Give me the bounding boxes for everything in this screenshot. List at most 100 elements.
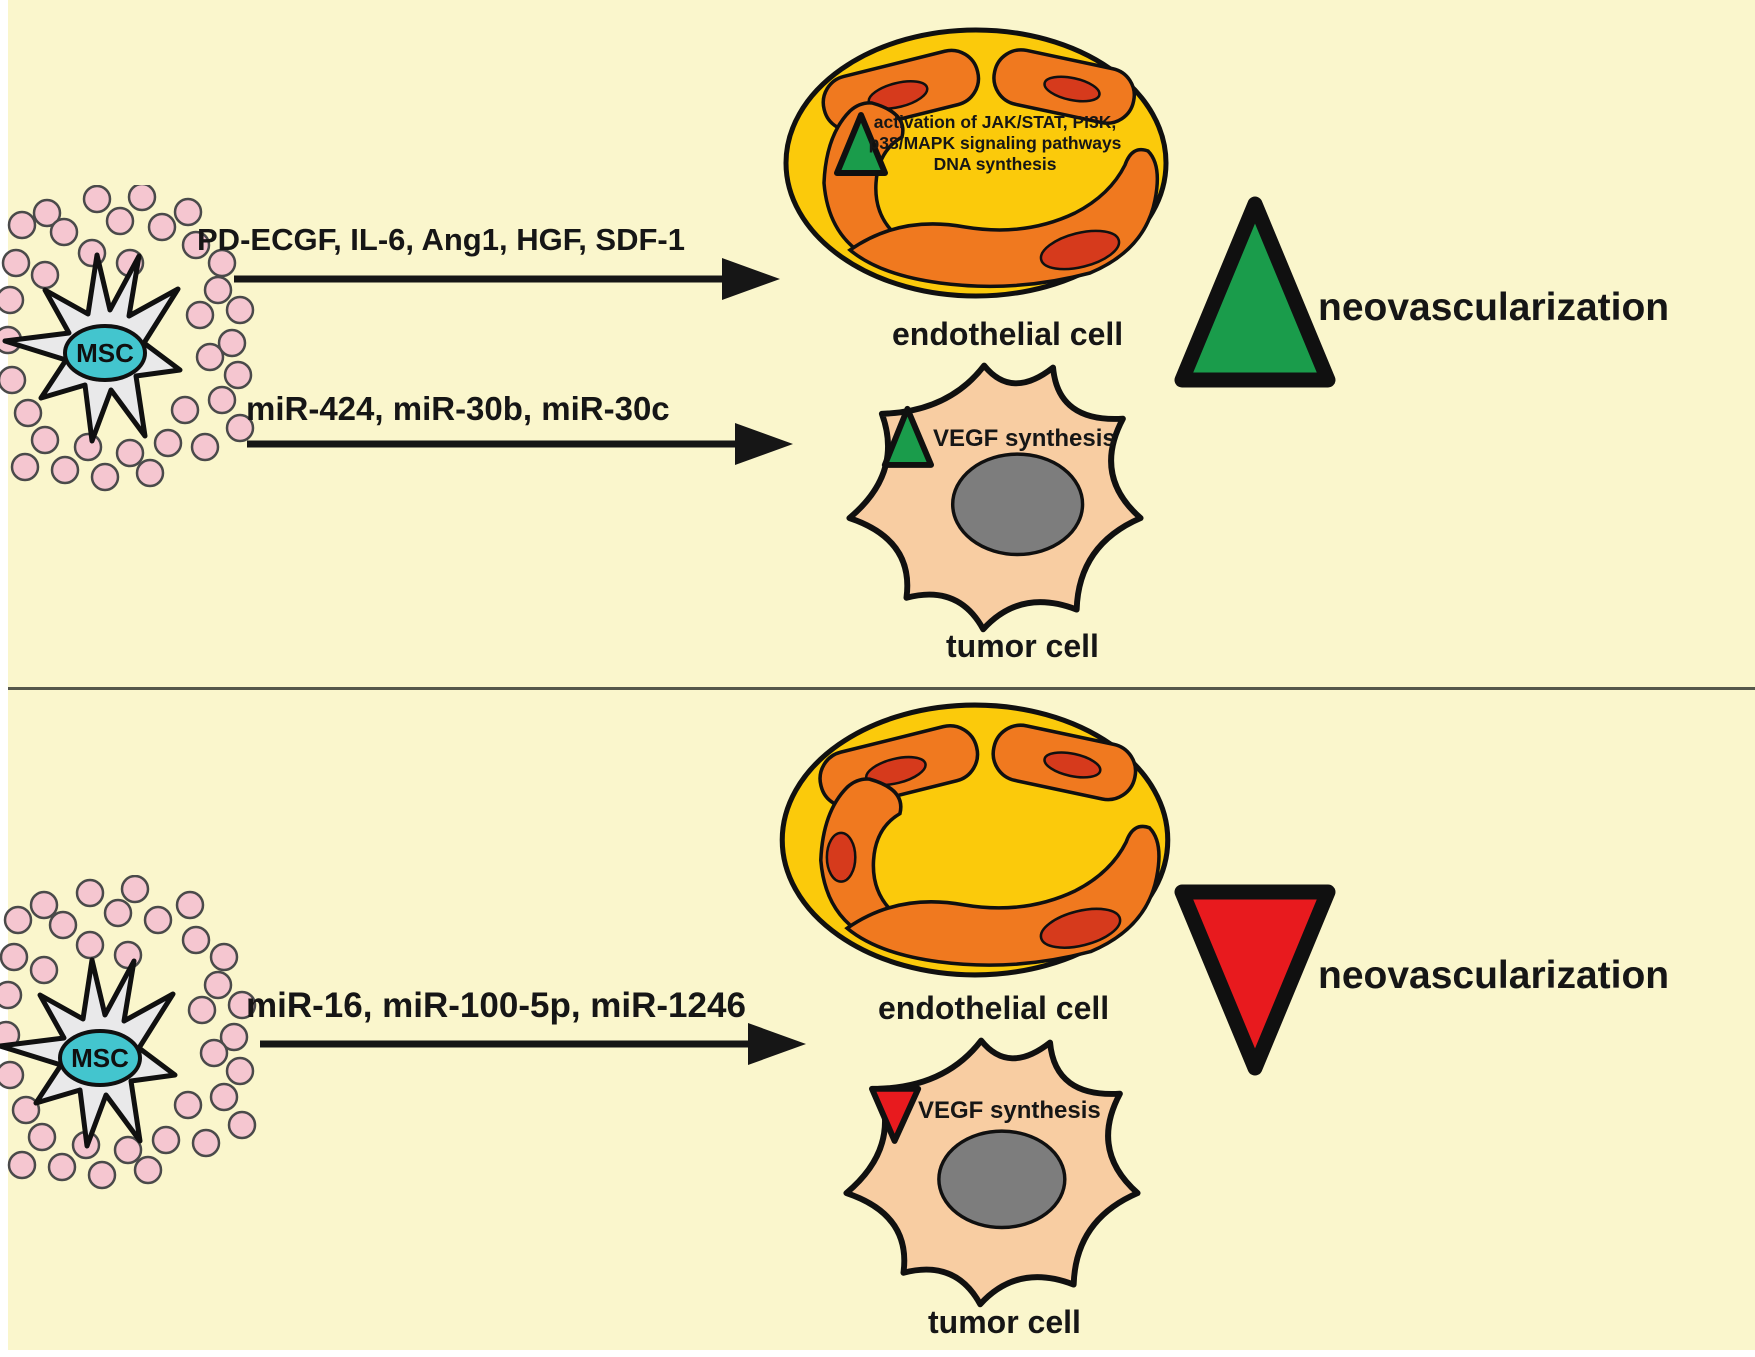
- vesicle-icon: [203, 275, 233, 305]
- vesicle-icon: [50, 455, 80, 485]
- vesicle-icon: [147, 212, 177, 242]
- msc-nucleus-label: MSC: [71, 1043, 129, 1073]
- vesicle-icon: [207, 385, 237, 415]
- arrow-right-icon: [247, 423, 793, 465]
- vesicle-icon: [199, 1038, 229, 1068]
- endothelial-cell-label-bottom: endothelial cell: [878, 990, 1110, 1026]
- vesicle-icon: [30, 425, 60, 455]
- vesicle-icon: [49, 217, 79, 247]
- vesicle-icon: [113, 940, 143, 970]
- vesicle-icon: [173, 1090, 203, 1120]
- msc-cell-group-bottom: MSC: [0, 875, 257, 1190]
- vesicle-icon: [195, 342, 225, 372]
- organelle-nucleus: [1039, 229, 1121, 271]
- vesicle-icon: [203, 970, 233, 1000]
- organelle-nucleus: [1039, 907, 1122, 949]
- vesicle-icon: [127, 185, 157, 212]
- vesicle-icon: [219, 1022, 249, 1052]
- vesicle-icon: [135, 458, 165, 488]
- neovascularization-decrease-icon: [1174, 884, 1336, 1076]
- vesicle-icon: [29, 890, 59, 920]
- vesicle-icon: [173, 197, 203, 227]
- vesicle-icon: [82, 185, 112, 214]
- vegf-synthesis-label-top: VEGF synthesis: [933, 425, 1116, 452]
- vesicle-icon: [73, 432, 103, 462]
- tumor-cell-graphic-bottom: [843, 1037, 1141, 1308]
- vesicle-icon: [7, 210, 37, 240]
- vesicle-icon: [207, 248, 237, 278]
- vesicle-icon: [87, 1160, 117, 1190]
- vesicle-cloud: [0, 185, 255, 492]
- increase-triangle-icon: [834, 112, 888, 176]
- vesicle-icon: [48, 910, 78, 940]
- vesicle-icon: [47, 1152, 77, 1182]
- left-margin: [0, 0, 8, 1357]
- vesicle-icon: [75, 930, 105, 960]
- arrow-right-icon: [260, 1023, 806, 1065]
- neovascularization-increase-icon: [1174, 196, 1336, 388]
- tumor-cell-label-top: tumor cell: [946, 628, 1099, 664]
- endothelial-activation-text: activation of JAK/STAT, PI3K, p38/MAPK s…: [868, 112, 1122, 174]
- vesicle-icon: [170, 395, 200, 425]
- vesicle-icon: [153, 428, 183, 458]
- increase-triangle-icon: [881, 405, 934, 468]
- vesicle-icon: [10, 452, 40, 482]
- vesicle-icon: [175, 890, 205, 920]
- vesicle-cloud: [0, 875, 257, 1190]
- vesicle-icon: [0, 285, 25, 315]
- vesicle-icon: [187, 995, 217, 1025]
- vesicle-icon: [185, 300, 215, 330]
- vesicle-icon: [90, 462, 120, 492]
- endothelial-cell-label-top: endothelial cell: [892, 316, 1124, 352]
- vesicle-icon: [1, 248, 31, 278]
- tumor-nucleus: [950, 452, 1085, 557]
- vesicle-icon: [0, 365, 27, 395]
- vesicle-icon: [115, 438, 145, 468]
- vesicle-icon: [7, 1150, 37, 1180]
- vesicle-icon: [0, 980, 23, 1010]
- panel-divider: [0, 687, 1755, 690]
- msc-cell-group-top: MSC: [0, 185, 255, 492]
- vesicle-icon: [190, 432, 220, 462]
- vesicle-icon: [30, 260, 60, 290]
- msc-nucleus: [58, 1029, 142, 1087]
- organelle-nucleus: [825, 831, 857, 883]
- mirna-label-top: miR-424, miR-30b, miR-30c: [246, 390, 670, 427]
- vesicle-icon: [143, 905, 173, 935]
- vesicle-icon: [223, 360, 253, 390]
- secreted-factors-label: PD-ECGF, IL-6, Ang1, HGF, SDF-1: [197, 222, 685, 257]
- vesicle-icon: [103, 898, 133, 928]
- vesicle-icon: [32, 198, 62, 228]
- vesicle-icon: [227, 1110, 257, 1140]
- vesicle-icon: [11, 1095, 41, 1125]
- endothelial-cell-graphic-top: [783, 27, 1169, 299]
- vesicle-icon: [113, 1135, 143, 1165]
- organelle-nucleus: [1043, 75, 1101, 103]
- vesicle-icon: [225, 295, 255, 325]
- vegf-synthesis-label-bottom: VEGF synthesis: [918, 1097, 1101, 1124]
- mirna-label-bottom: miR-16, miR-100-5p, miR-1246: [246, 986, 746, 1025]
- vesicle-icon: [13, 398, 43, 428]
- vesicle-icon: [105, 206, 135, 236]
- vesicle-icon: [133, 1155, 163, 1185]
- tumor-cell-graphic-top: [846, 362, 1144, 633]
- vesicle-icon: [209, 942, 239, 972]
- bottom-margin: [0, 1350, 1755, 1357]
- vesicle-icon: [120, 875, 150, 904]
- neovascularization-label-top: neovascularization: [1318, 286, 1670, 329]
- vesicle-icon: [209, 1082, 239, 1112]
- msc-nucleus: [63, 324, 147, 382]
- vesicle-icon: [217, 328, 247, 358]
- arrow-right-icon: [234, 258, 780, 300]
- msc-nucleus-label: MSC: [76, 338, 134, 368]
- vesicle-icon: [191, 1128, 221, 1158]
- vesicle-icon: [151, 1125, 181, 1155]
- organelle-nucleus: [1043, 751, 1102, 779]
- vesicle-icon: [0, 1060, 25, 1090]
- vesicle-icon: [227, 990, 257, 1020]
- vesicle-icon: [27, 1122, 57, 1152]
- vesicle-icon: [3, 905, 33, 935]
- decrease-triangle-icon: [869, 1085, 922, 1144]
- tumor-cell-label-bottom: tumor cell: [928, 1304, 1081, 1340]
